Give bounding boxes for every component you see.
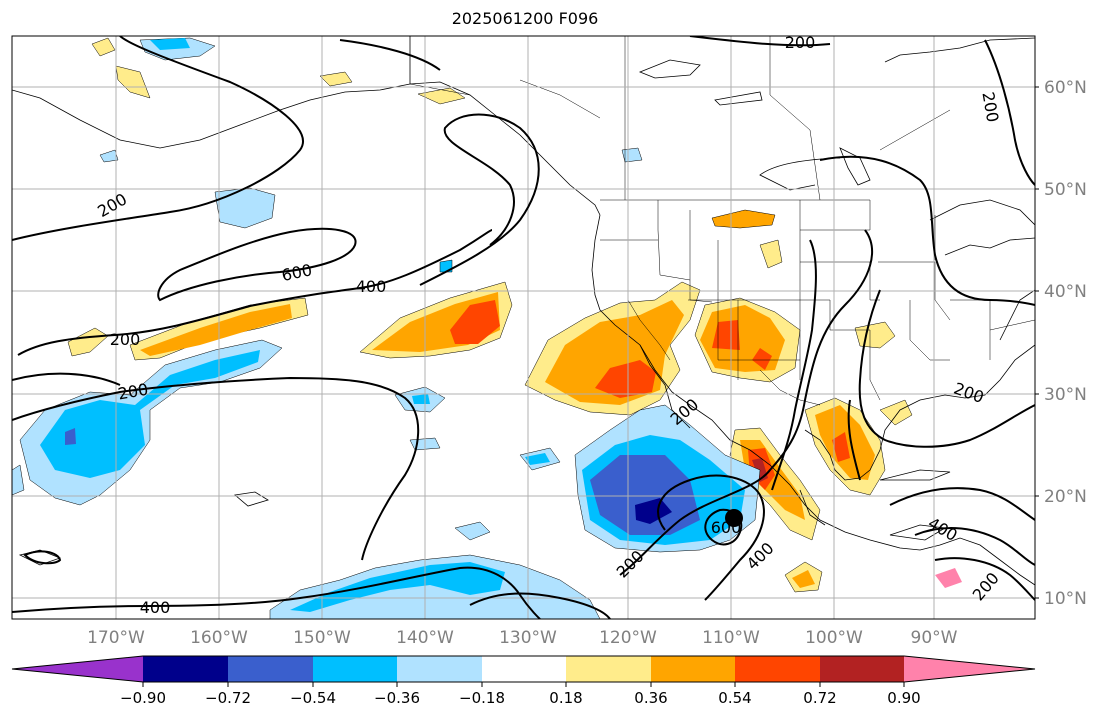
contour-label: 200 — [785, 33, 816, 52]
contour-label: 400 — [356, 277, 387, 296]
lon-label: 170°W — [87, 628, 145, 648]
colorbar-extend-low — [12, 656, 143, 682]
colorbar-bin — [482, 656, 566, 682]
colorbar-bin — [651, 656, 735, 682]
latitude-labels: 60°N 50°N 40°N 30°N 20°N 10°N — [1044, 78, 1087, 609]
colorbar-tick-label: 0.54 — [718, 689, 751, 707]
colorbar-tick-label: 0.36 — [634, 689, 667, 707]
lat-label: 50°N — [1044, 180, 1087, 200]
lat-label: 20°N — [1044, 487, 1087, 507]
colorbar-bin — [735, 656, 820, 682]
colorbar — [11, 655, 1036, 687]
lat-label: 40°N — [1044, 282, 1087, 302]
lon-label: 90°W — [911, 628, 958, 648]
lat-label: 30°N — [1044, 385, 1087, 405]
map-frame — [11, 35, 1036, 620]
colorbar-extend-high — [904, 656, 1035, 682]
colorbar-tick-label: −0.72 — [205, 689, 251, 707]
colorbar-bin — [566, 656, 651, 682]
lon-label: 100°W — [805, 628, 863, 648]
map-title: 2025061200 F096 — [451, 9, 599, 28]
colorbar-bin — [143, 656, 228, 682]
colorbar-tick-label: −0.36 — [374, 689, 420, 707]
contour-lines — [12, 36, 1035, 619]
lon-label: 120°W — [599, 628, 657, 648]
lon-label: 110°W — [702, 628, 760, 648]
lat-label: 10°N — [1044, 589, 1087, 609]
colorbar-bin — [228, 656, 313, 682]
colorbar-tick-label: −0.90 — [120, 689, 166, 707]
lat-label: 60°N — [1044, 78, 1087, 98]
colorbar-bin — [397, 656, 482, 682]
colorbar-tick-label: 0.72 — [803, 689, 836, 707]
colorbar-tick-label: 0.18 — [549, 689, 582, 707]
political-borders — [409, 36, 1035, 406]
colorbar-tick-labels: −0.90 −0.72 −0.54 −0.36 −0.18 0.18 0.36 … — [120, 689, 921, 707]
lon-label: 140°W — [396, 628, 454, 648]
graticule — [12, 36, 1035, 619]
shaded-anomaly-fields — [12, 37, 962, 619]
contour-label: 600 — [711, 518, 742, 537]
colorbar-bin — [820, 656, 904, 682]
colorbar-tick-label: −0.54 — [290, 689, 336, 707]
contour-label: 200 — [110, 330, 141, 349]
longitude-labels: 170°W 160°W 150°W 140°W 130°W 120°W 110°… — [87, 628, 958, 648]
contour-label: 400 — [140, 598, 171, 617]
lon-label: 130°W — [499, 628, 557, 648]
colorbar-tick-label: 0.90 — [887, 689, 920, 707]
colorbar-bin — [313, 656, 397, 682]
lon-label: 150°W — [293, 628, 351, 648]
map-panel: 200 200 600 400 200 200 400 200 200 600 … — [12, 33, 1035, 619]
coastlines — [12, 36, 1035, 586]
lon-label: 160°W — [190, 628, 248, 648]
colorbar-tick-label: −0.18 — [459, 689, 505, 707]
